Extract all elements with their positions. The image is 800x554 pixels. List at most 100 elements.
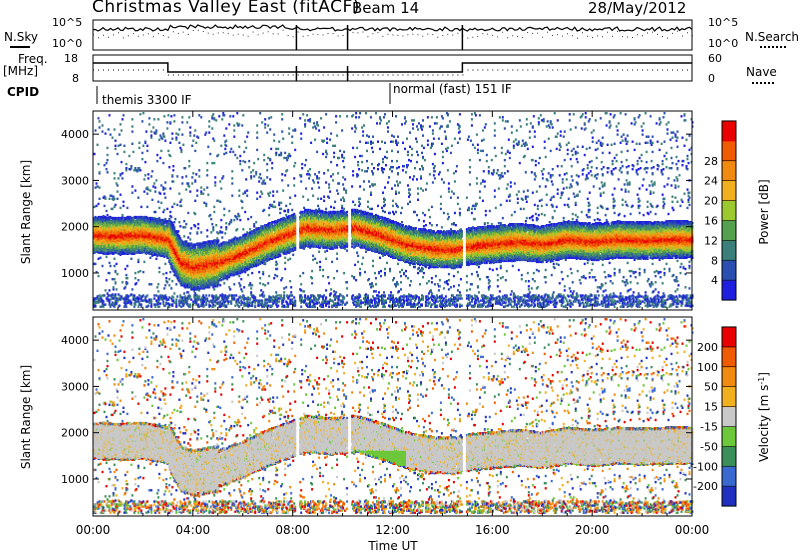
power-cell bbox=[149, 257, 151, 259]
power-cell bbox=[219, 300, 221, 302]
power-cell bbox=[157, 201, 159, 203]
power-cell bbox=[134, 167, 136, 169]
power-cell bbox=[163, 193, 165, 195]
power-cell bbox=[126, 277, 128, 279]
power-cell bbox=[109, 289, 111, 291]
power-cell bbox=[213, 211, 215, 213]
power-cell bbox=[171, 303, 173, 305]
power-cell bbox=[147, 173, 149, 175]
power-cell bbox=[157, 283, 159, 285]
power-cell bbox=[173, 226, 175, 228]
power-cell bbox=[159, 157, 161, 159]
power-cell bbox=[213, 162, 215, 164]
power-cell bbox=[102, 124, 104, 126]
power-cell bbox=[99, 171, 101, 173]
power-cell bbox=[152, 126, 154, 128]
power-cell bbox=[214, 184, 216, 186]
power-cell bbox=[99, 126, 101, 128]
power-cell bbox=[144, 161, 146, 163]
power-cell bbox=[156, 160, 158, 162]
power-cell bbox=[98, 258, 100, 260]
power-cell bbox=[131, 185, 133, 187]
power-cell bbox=[175, 305, 177, 307]
power-cell bbox=[148, 298, 150, 300]
power-cell bbox=[125, 274, 127, 276]
power-cell bbox=[126, 265, 128, 267]
power-cell bbox=[130, 258, 132, 260]
power-cell bbox=[157, 290, 159, 292]
power-cell bbox=[137, 169, 139, 171]
power-cell bbox=[127, 295, 129, 297]
power-cell bbox=[206, 162, 208, 164]
power-cell bbox=[219, 201, 221, 203]
power-cell bbox=[223, 134, 225, 136]
power-cell bbox=[198, 295, 200, 297]
power-cell bbox=[189, 306, 191, 308]
power-cell bbox=[130, 293, 132, 295]
power-cell bbox=[225, 222, 227, 224]
power-cell bbox=[206, 229, 208, 231]
power-cell bbox=[114, 198, 116, 200]
power-cell bbox=[154, 306, 156, 308]
power-cell bbox=[151, 170, 153, 172]
power-cell bbox=[168, 284, 170, 286]
power-cell bbox=[115, 204, 117, 206]
power-cell bbox=[98, 163, 100, 165]
power-cell bbox=[96, 182, 98, 184]
power-cell bbox=[200, 186, 202, 188]
power-cell bbox=[147, 188, 149, 190]
power-cell bbox=[219, 180, 221, 182]
power-cell bbox=[138, 297, 140, 299]
power-cell bbox=[213, 117, 215, 119]
power-cell bbox=[189, 131, 191, 133]
power-cell bbox=[109, 114, 111, 116]
power-cell bbox=[110, 303, 112, 305]
power-cell bbox=[203, 202, 205, 204]
power-cell bbox=[150, 305, 152, 307]
power-cell bbox=[206, 169, 208, 171]
power-cell bbox=[122, 172, 124, 174]
power-cell bbox=[175, 298, 177, 300]
power-cell bbox=[141, 152, 143, 154]
power-cell bbox=[110, 133, 112, 135]
power-cell bbox=[228, 286, 230, 288]
power-cell bbox=[164, 218, 166, 220]
power-cell bbox=[205, 294, 207, 296]
power-cell bbox=[197, 227, 199, 229]
power-cell bbox=[144, 141, 146, 143]
power-cell bbox=[167, 150, 169, 152]
power-cell bbox=[214, 305, 216, 307]
power-cell bbox=[145, 130, 147, 132]
power-cell bbox=[104, 164, 106, 166]
power-heatmap bbox=[94, 112, 694, 308]
power-cell bbox=[166, 127, 168, 129]
power-cell bbox=[173, 292, 175, 294]
power-cell bbox=[183, 292, 185, 294]
power-cell bbox=[126, 207, 128, 209]
power-cell bbox=[155, 258, 157, 260]
power-cell bbox=[215, 119, 217, 121]
power-cell bbox=[213, 206, 215, 208]
power-cell bbox=[181, 133, 183, 135]
power-cell bbox=[187, 236, 189, 238]
power-cell bbox=[173, 221, 175, 223]
power-cell bbox=[158, 267, 160, 269]
power-cell bbox=[210, 218, 212, 220]
power-cell bbox=[117, 273, 119, 275]
power-cell bbox=[214, 181, 216, 183]
power-cell bbox=[181, 296, 183, 298]
power-cell bbox=[126, 282, 128, 284]
power-cell bbox=[189, 303, 191, 305]
power-cell bbox=[191, 182, 193, 184]
power-cell bbox=[163, 115, 165, 117]
power-cell bbox=[134, 189, 136, 191]
power-cell bbox=[177, 230, 179, 232]
power-cell bbox=[185, 175, 187, 177]
power-cell bbox=[97, 144, 99, 146]
power-cell bbox=[150, 134, 152, 136]
power-cell bbox=[137, 271, 139, 273]
power-cell bbox=[162, 273, 164, 275]
power-cell bbox=[105, 303, 107, 305]
power-cell bbox=[196, 195, 198, 197]
power-cell bbox=[189, 134, 191, 136]
